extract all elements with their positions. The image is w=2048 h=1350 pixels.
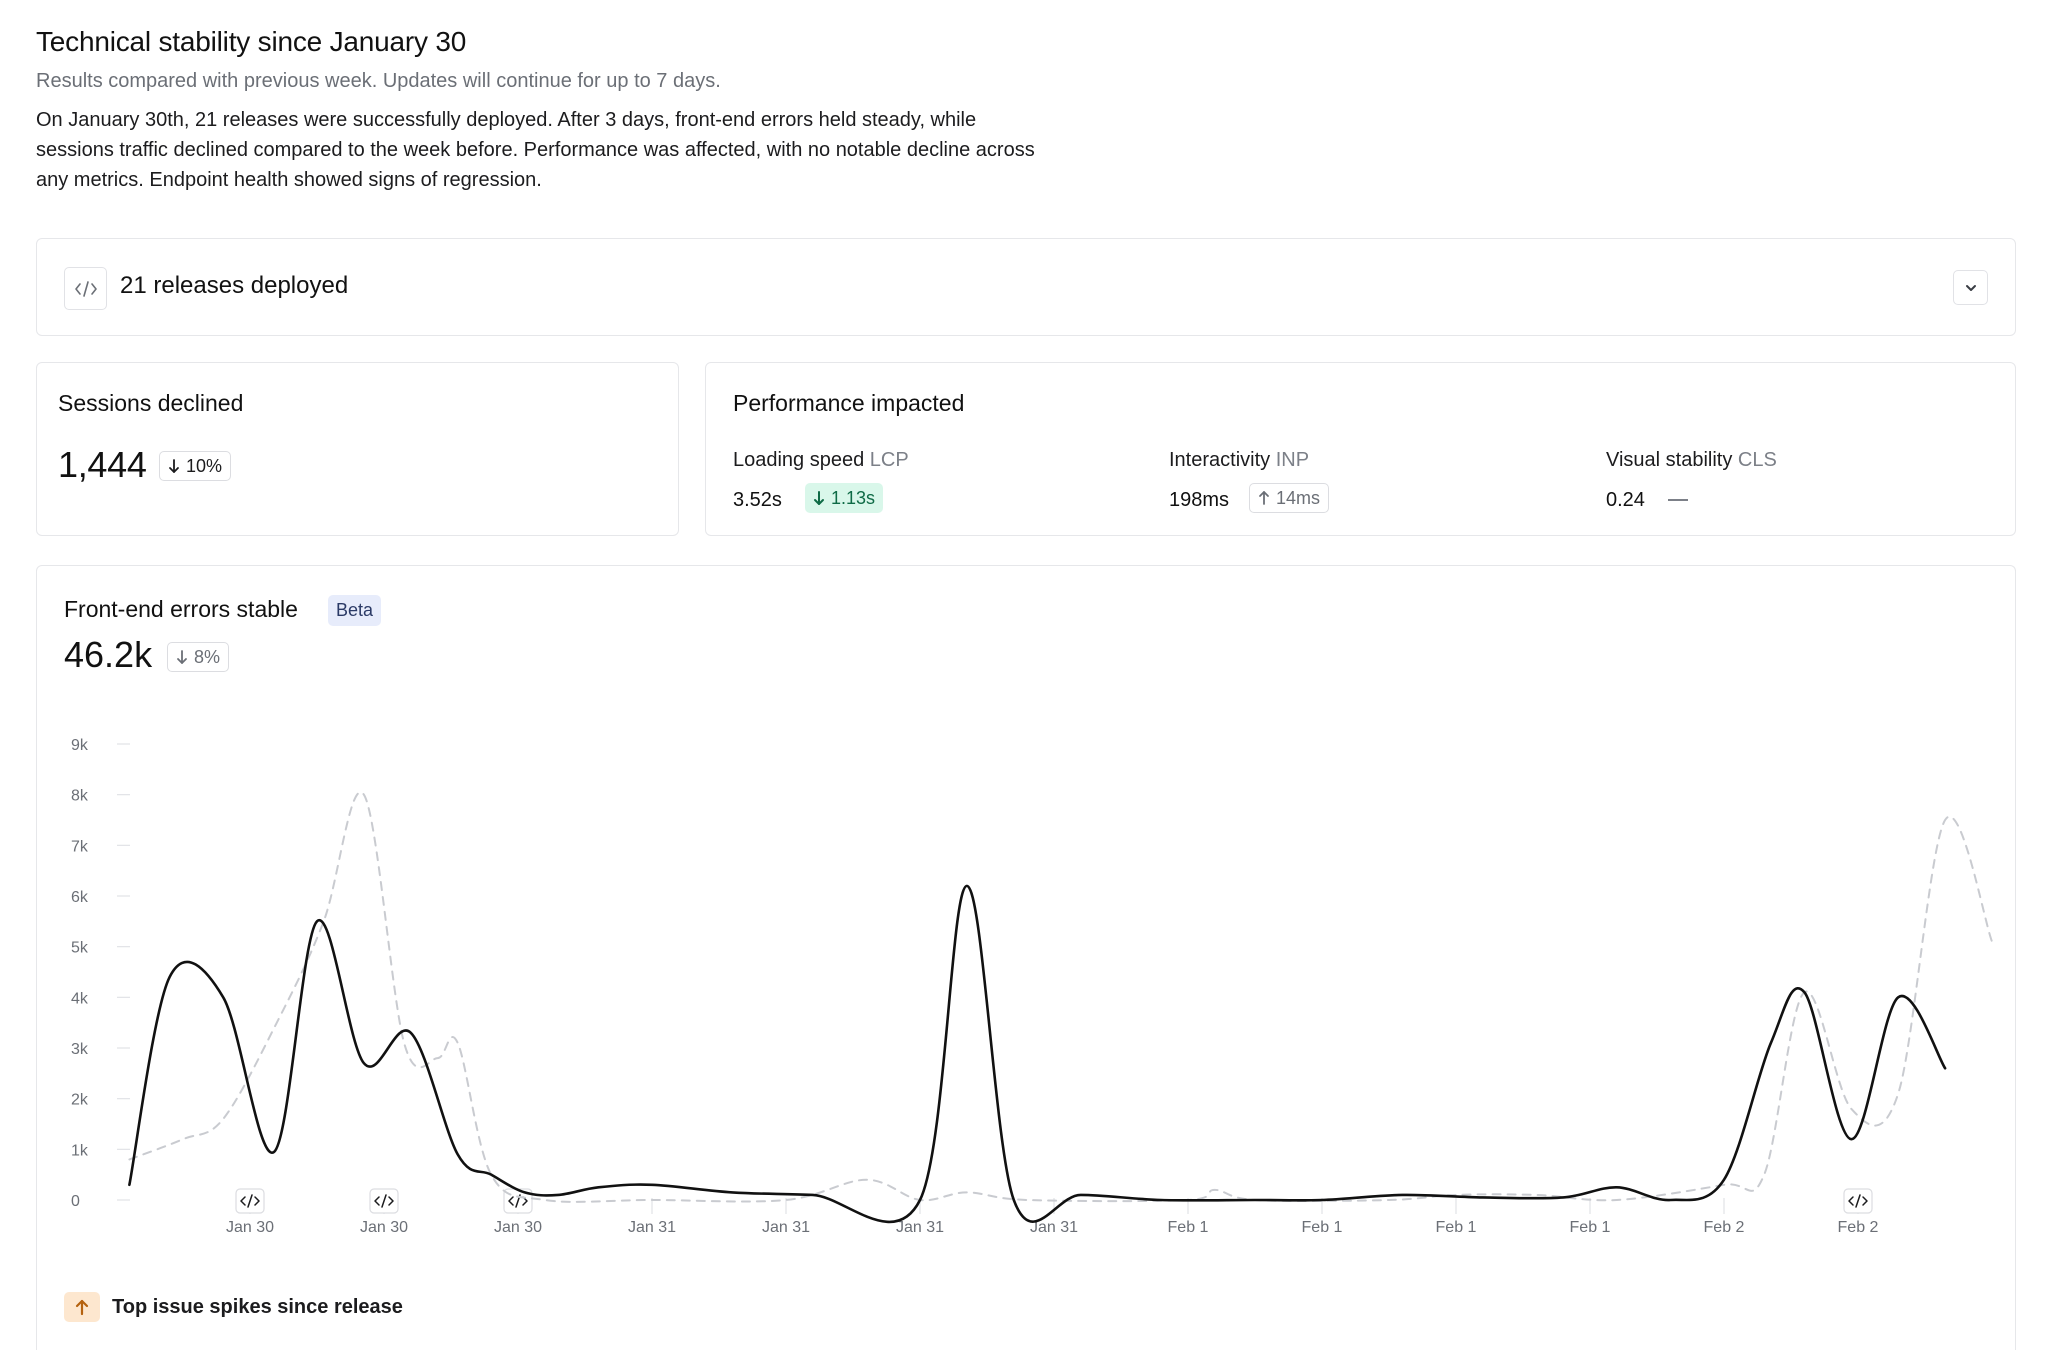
previous-period-line <box>128 791 1993 1203</box>
errors-change-value: 8% <box>194 646 221 667</box>
page-title: Technical stability since January 30 <box>36 26 467 57</box>
sessions-value: 1,444 <box>58 444 147 485</box>
x-tick-label: Feb 2 <box>1704 1219 1745 1236</box>
x-tick-label: Feb 1 <box>1570 1219 1611 1236</box>
metric-change-badge: 1.13s <box>805 483 884 513</box>
y-tick-label: 5k <box>71 940 89 957</box>
y-tick-label: 2k <box>71 1092 89 1109</box>
sessions-change-badge: 10% <box>159 451 232 481</box>
chevron-down-icon <box>1965 284 1976 291</box>
metric-change-value: 1.13s <box>831 487 876 508</box>
current-period-line <box>128 884 1947 1224</box>
y-tick-label: 8k <box>71 788 89 805</box>
y-tick-label: 0 <box>71 1193 80 1210</box>
top-issue-label: Top issue spikes since release <box>112 1295 403 1318</box>
y-tick-label: 1k <box>71 1142 89 1159</box>
x-tick-label: Feb 2 <box>1838 1219 1879 1236</box>
errors-title: Front-end errors stable <box>64 596 298 622</box>
x-tick-label: Jan 30 <box>226 1219 274 1236</box>
arrow-down-icon <box>169 459 179 473</box>
sessions-change-value: 10% <box>186 455 223 476</box>
performance-card: Performance impacted Loading speed LCP 3… <box>705 362 2016 536</box>
release-marker-icon[interactable] <box>235 1188 265 1214</box>
top-issue-row[interactable]: Top issue spikes since release <box>64 1292 403 1322</box>
errors-change-badge: 8% <box>167 642 230 672</box>
metric-abbr: LCP <box>869 449 909 471</box>
y-tick-label: 6k <box>71 889 89 906</box>
arrow-up-icon <box>64 1292 100 1322</box>
errors-value: 46.2k <box>64 634 153 675</box>
metric-label: Loading speed <box>733 449 865 471</box>
releases-title: 21 releases deployed <box>120 272 349 299</box>
no-change-dash <box>1668 499 1688 501</box>
page-subtitle: Results compared with previous week. Upd… <box>36 70 721 92</box>
x-tick-label: Jan 31 <box>628 1219 676 1236</box>
metric-change-value: 14ms <box>1276 487 1321 508</box>
y-tick-label: 4k <box>71 990 89 1007</box>
releases-expand-button[interactable] <box>1953 270 1988 305</box>
metric-label: Visual stability <box>1606 449 1733 471</box>
code-icon <box>64 267 107 310</box>
y-tick-label: 3k <box>71 1041 89 1058</box>
arrow-up-icon <box>1259 491 1269 505</box>
x-tick-label: Feb 1 <box>1436 1219 1477 1236</box>
x-tick-label: Feb 1 <box>1302 1219 1343 1236</box>
metric-change-badge: 14ms <box>1249 483 1330 513</box>
metric-label: Interactivity <box>1169 449 1271 471</box>
y-tick-label: 9k <box>71 737 89 754</box>
summary-text: On January 30th, 21 releases were succes… <box>36 109 1035 191</box>
x-tick-label: Feb 1 <box>1168 1219 1209 1236</box>
sessions-card: Sessions declined 1,444 10% <box>36 362 679 536</box>
release-marker-icon[interactable] <box>369 1188 399 1214</box>
performance-title: Performance impacted <box>733 390 965 416</box>
metric-value: 198ms <box>1169 489 1230 511</box>
arrow-down-icon <box>814 491 824 505</box>
releases-card[interactable]: 21 releases deployed <box>36 238 2016 336</box>
sessions-title: Sessions declined <box>58 390 244 416</box>
metric-value: 3.52s <box>733 489 782 511</box>
x-tick-label: Jan 31 <box>896 1219 944 1236</box>
metric-lcp: Loading speed LCP 3.52s 1.13s <box>733 449 909 513</box>
metric-cls: Visual stability CLS 0.24 <box>1606 449 1777 511</box>
x-tick-label: Jan 30 <box>494 1219 542 1236</box>
metric-inp: Interactivity INP 198ms 14ms <box>1169 449 1330 513</box>
metric-abbr: CLS <box>1737 449 1777 471</box>
metric-value: 0.24 <box>1606 489 1645 511</box>
x-tick-label: Jan 31 <box>762 1219 810 1236</box>
release-marker-icon[interactable] <box>1843 1188 1873 1214</box>
y-tick-label: 7k <box>71 838 89 855</box>
beta-badge: Beta <box>328 595 382 626</box>
arrow-down-icon <box>177 650 187 664</box>
metric-abbr: INP <box>1275 449 1310 471</box>
x-tick-label: Jan 30 <box>360 1219 408 1236</box>
x-tick-label: Jan 31 <box>1030 1219 1078 1236</box>
